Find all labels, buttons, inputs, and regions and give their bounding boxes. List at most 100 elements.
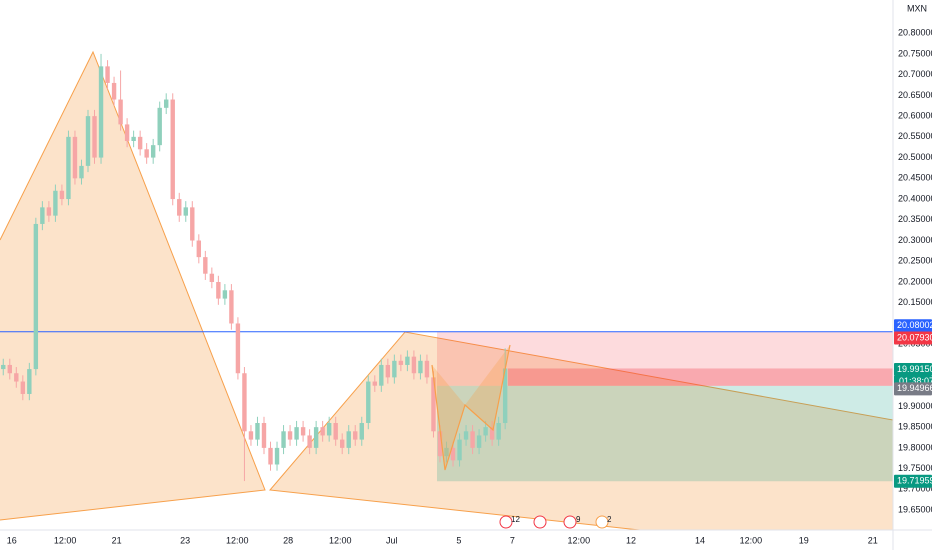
candle-body: [496, 423, 501, 440]
candle-body: [7, 364, 12, 374]
x-tick-label: 19: [799, 535, 809, 545]
x-tick-label: Jul: [386, 535, 398, 545]
candle-body: [287, 431, 293, 440]
x-tick-label: 12:00: [54, 535, 77, 545]
entry-tag-bg: [894, 382, 932, 396]
stop-tag: 20.07930: [894, 331, 932, 345]
open-pnl-zone: [508, 368, 893, 386]
y-tick-label: 20.60000: [898, 110, 932, 120]
candle-body: [333, 423, 338, 440]
candle-body: [216, 282, 221, 299]
candle-body: [131, 136, 136, 142]
currency: MXN: [907, 3, 927, 13]
y-tick-label: 20.20000: [898, 276, 932, 286]
candle-body: [450, 447, 456, 461]
candle-body: [281, 431, 286, 448]
candle-body: [79, 165, 84, 179]
candle-body: [385, 364, 391, 378]
candle-body: [14, 373, 19, 382]
candle-body: [307, 435, 312, 448]
x-tick-label: 16: [7, 535, 17, 545]
candle-body: [379, 364, 384, 386]
event-flag: [595, 515, 609, 529]
candle-body: [476, 435, 482, 448]
y-tick-label: 20.35000: [898, 214, 932, 224]
candle-body: [248, 431, 254, 440]
x-tick-label: 12:00: [740, 535, 763, 545]
x-tick-label: 7: [510, 535, 515, 545]
candle-body: [483, 427, 488, 436]
y-tick-label: 19.75000: [898, 463, 932, 473]
y-tick-label: 19.90000: [898, 401, 932, 411]
countdown: 01:38:07: [899, 376, 932, 386]
price-line-tag-bg: [894, 319, 932, 333]
y-tick-label: 19.70000: [898, 484, 932, 494]
event-count: 12: [511, 515, 520, 524]
candle-body: [1, 364, 6, 370]
countdown-bg: [894, 375, 932, 387]
candle-body: [463, 431, 469, 440]
candle-body: [320, 427, 325, 436]
candle-body: [411, 356, 417, 374]
y-tick-label: 20.25000: [898, 256, 932, 266]
candle-body: [313, 427, 319, 448]
candle-body: [59, 190, 65, 200]
candle-body: [372, 381, 377, 386]
candle-body: [235, 323, 241, 374]
last-price-tag: 19.99150 01:38:07: [894, 362, 932, 387]
candle-body: [242, 373, 247, 432]
target-tag-label: 19.71959: [897, 476, 932, 486]
candle-body: [255, 423, 260, 440]
candle-body: [326, 423, 332, 436]
candle-body: [27, 369, 32, 394]
candle-body: [359, 423, 364, 440]
candle-body: [431, 377, 436, 432]
x-tick-label: 12:00: [226, 535, 249, 545]
x-tick-label: 12: [626, 535, 636, 545]
candle-body: [502, 368, 508, 424]
candle-body: [66, 136, 71, 200]
y-tick-label: 20.30000: [898, 235, 932, 245]
candle-body: [274, 447, 280, 465]
target-tag-bg: [894, 474, 932, 488]
candle-body: [209, 273, 215, 283]
candle-body: [489, 427, 495, 440]
candle-body: [294, 427, 299, 440]
x-tick-label: 12:00: [329, 535, 352, 545]
y-tick-label: 20.50000: [898, 152, 932, 162]
target-tag: 19.71959: [894, 474, 932, 488]
candle-body: [398, 360, 404, 365]
harmonic: [431, 344, 511, 471]
candle-body: [46, 207, 52, 216]
candle-body: [33, 223, 39, 370]
candle-body: [366, 381, 371, 424]
candle-body: [72, 136, 78, 179]
candle-body: [222, 290, 228, 299]
candle-body: [470, 431, 475, 448]
y-tick-label: 20.55000: [898, 131, 932, 141]
stop-zone: [437, 332, 893, 386]
candle-body: [261, 423, 267, 448]
price-line-tag: 20.08002: [894, 319, 932, 333]
entry-tag: 19.94966: [894, 382, 932, 396]
x-tick-label: 21: [112, 535, 122, 545]
candle-body: [203, 257, 208, 274]
candle-body: [150, 145, 156, 158]
candle-body: [300, 427, 306, 436]
pattern-outline: [0, 50, 266, 521]
x-tick-label: 23: [180, 535, 190, 545]
last-price-tag-bg: [894, 362, 932, 376]
candle-body: [118, 99, 123, 125]
pattern-fill: [270, 332, 893, 530]
time-axis: [0, 530, 893, 550]
candle-body: [85, 116, 91, 166]
pattern-outline: [269, 331, 894, 531]
x-tick-label: 5: [456, 535, 461, 545]
y-tick-label: 19.65000: [898, 504, 932, 514]
candle-body: [164, 99, 169, 108]
stop-tag-bg: [894, 331, 932, 345]
candle-body: [340, 439, 345, 448]
candle-body: [177, 199, 182, 216]
event-flag: [563, 515, 577, 529]
